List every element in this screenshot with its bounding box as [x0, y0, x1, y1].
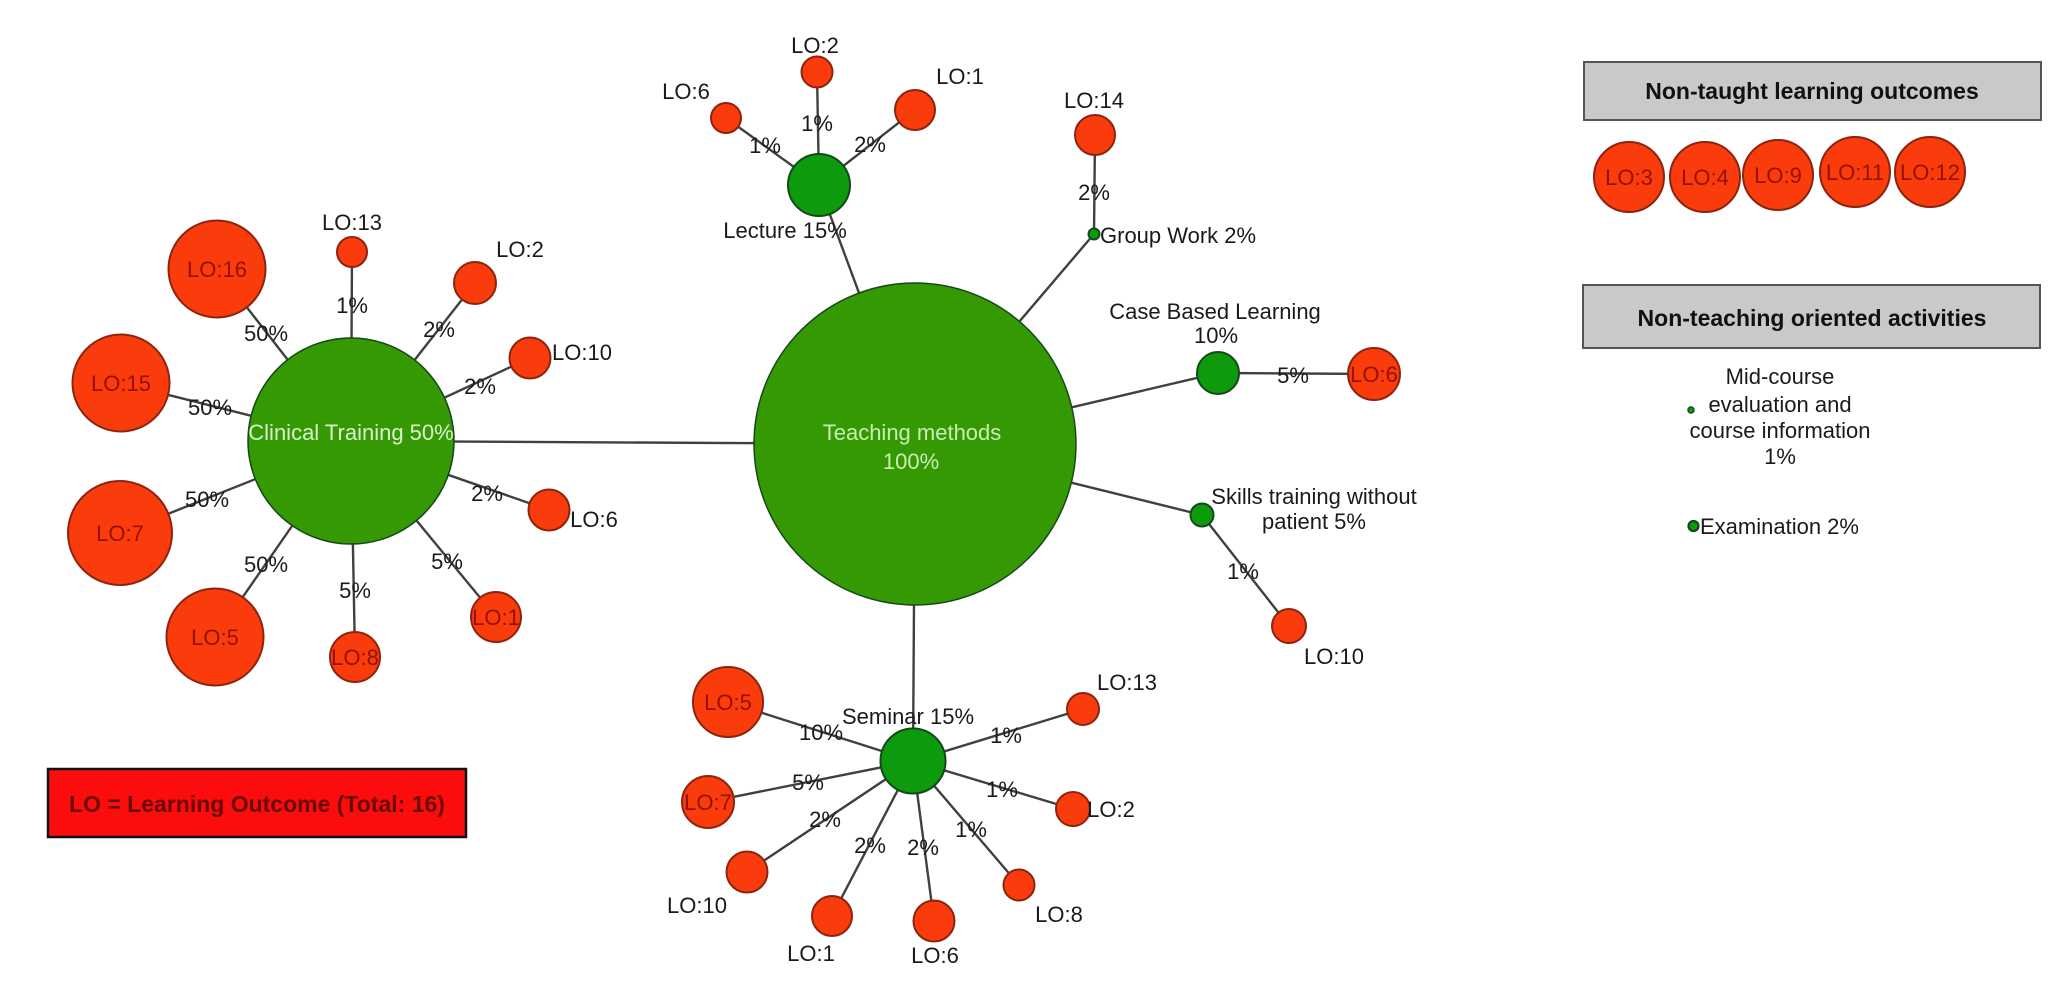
svg-text:1%: 1% [1764, 444, 1796, 469]
svg-text:LO:2: LO:2 [496, 237, 544, 262]
svg-text:Teaching methods: Teaching methods [823, 420, 1002, 445]
svg-text:2%: 2% [907, 835, 939, 860]
svg-text:5%: 5% [792, 770, 824, 795]
svg-text:LO:2: LO:2 [791, 33, 839, 58]
svg-text:LO:10: LO:10 [1304, 644, 1364, 669]
svg-text:LO:7: LO:7 [96, 521, 144, 546]
svg-text:LO:10: LO:10 [552, 340, 612, 365]
svg-text:LO:16: LO:16 [187, 257, 247, 282]
svg-text:Non-teaching oriented activiti: Non-teaching oriented activities [1638, 305, 1987, 331]
svg-text:1%: 1% [1227, 559, 1259, 584]
svg-text:LO:1: LO:1 [936, 64, 984, 89]
svg-text:1%: 1% [990, 723, 1022, 748]
svg-text:patient 5%: patient 5% [1262, 509, 1366, 534]
svg-text:2%: 2% [471, 481, 503, 506]
svg-text:evaluation and: evaluation and [1708, 392, 1851, 417]
svg-text:LO:7: LO:7 [684, 790, 732, 815]
svg-text:LO:14: LO:14 [1064, 88, 1124, 113]
svg-text:10%: 10% [799, 720, 843, 745]
svg-text:LO:13: LO:13 [322, 210, 382, 235]
svg-text:2%: 2% [809, 807, 841, 832]
svg-text:2%: 2% [464, 374, 496, 399]
svg-text:2%: 2% [423, 317, 455, 342]
svg-text:2%: 2% [854, 833, 886, 858]
svg-text:50%: 50% [244, 552, 288, 577]
svg-text:10%: 10% [1194, 323, 1238, 348]
svg-text:1%: 1% [986, 777, 1018, 802]
svg-text:LO:6: LO:6 [662, 79, 710, 104]
svg-text:100%: 100% [883, 449, 939, 474]
svg-text:LO:5: LO:5 [191, 625, 239, 650]
svg-text:Examination 2%: Examination 2% [1700, 514, 1859, 539]
svg-text:LO:12: LO:12 [1900, 160, 1960, 185]
svg-text:LO = Learning Outcome (Total:: LO = Learning Outcome (Total: 16) [69, 791, 445, 817]
svg-text:Lecture 15%: Lecture 15% [723, 218, 847, 243]
svg-text:LO:2: LO:2 [1087, 797, 1135, 822]
svg-text:LO:1: LO:1 [472, 605, 520, 630]
svg-text:Clinical Training 50%: Clinical Training 50% [248, 420, 453, 445]
svg-text:Case Based Learning: Case Based Learning [1109, 299, 1321, 324]
svg-text:LO:3: LO:3 [1605, 165, 1653, 190]
svg-text:LO:15: LO:15 [91, 371, 151, 396]
svg-text:LO:1: LO:1 [787, 941, 835, 966]
svg-text:5%: 5% [339, 578, 371, 603]
svg-text:1%: 1% [336, 293, 368, 318]
svg-text:50%: 50% [244, 321, 288, 346]
svg-text:LO:10: LO:10 [667, 893, 727, 918]
svg-text:LO:4: LO:4 [1681, 165, 1729, 190]
svg-text:course information: course information [1690, 418, 1871, 443]
svg-text:LO:8: LO:8 [331, 645, 379, 670]
svg-text:Group Work 2%: Group Work 2% [1100, 223, 1256, 248]
svg-text:LO:6: LO:6 [1350, 362, 1398, 387]
svg-text:5%: 5% [1277, 363, 1309, 388]
svg-text:2%: 2% [854, 132, 886, 157]
svg-text:1%: 1% [955, 817, 987, 842]
svg-text:1%: 1% [749, 133, 781, 158]
svg-text:5%: 5% [431, 549, 463, 574]
svg-text:LO:9: LO:9 [1754, 163, 1802, 188]
svg-text:Non-taught learning outcomes: Non-taught learning outcomes [1645, 78, 1979, 104]
svg-text:LO:8: LO:8 [1035, 902, 1083, 927]
svg-text:Seminar 15%: Seminar 15% [842, 704, 974, 729]
svg-text:LO:13: LO:13 [1097, 670, 1157, 695]
svg-text:Mid-course: Mid-course [1726, 364, 1835, 389]
svg-text:LO:11: LO:11 [1826, 160, 1884, 185]
svg-text:Skills training without: Skills training without [1211, 484, 1416, 509]
svg-text:50%: 50% [185, 487, 229, 512]
svg-text:2%: 2% [1078, 180, 1110, 205]
svg-text:LO:5: LO:5 [704, 690, 752, 715]
svg-text:LO:6: LO:6 [911, 943, 959, 968]
svg-text:LO:6: LO:6 [570, 507, 618, 532]
svg-text:1%: 1% [801, 111, 833, 136]
svg-text:50%: 50% [188, 395, 232, 420]
